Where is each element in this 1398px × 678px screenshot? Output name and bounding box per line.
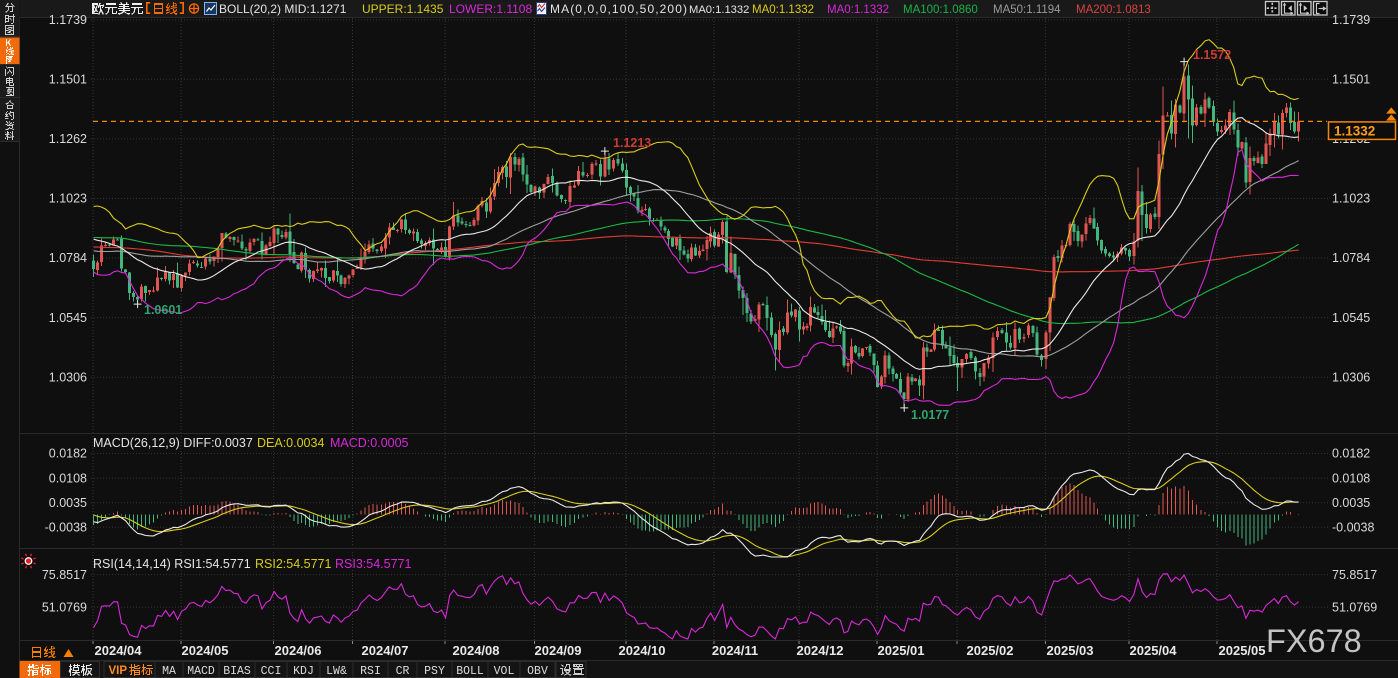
svg-text:2024/08: 2024/08 — [453, 643, 500, 658]
svg-text:51.0769: 51.0769 — [1332, 600, 1377, 614]
svg-text:MA0:1.1332: MA0:1.1332 — [827, 4, 889, 16]
svg-text:MA100:1.0860: MA100:1.0860 — [903, 4, 978, 16]
svg-text:1.1023: 1.1023 — [1332, 192, 1370, 206]
svg-text:DEA:0.0034: DEA:0.0034 — [257, 436, 324, 450]
svg-text:0.0108: 0.0108 — [1332, 471, 1370, 485]
svg-text:1.1501: 1.1501 — [49, 73, 87, 87]
svg-text:LOWER:1.1108: LOWER:1.1108 — [449, 2, 532, 16]
svg-text:1.1262: 1.1262 — [49, 132, 87, 146]
svg-text:-0.0038: -0.0038 — [45, 520, 87, 534]
svg-text:-0.0038: -0.0038 — [1332, 520, 1374, 534]
svg-text:2025/05: 2025/05 — [1219, 643, 1266, 658]
svg-text:MA0:1.1332: MA0:1.1332 — [752, 4, 814, 16]
svg-text:2024/12: 2024/12 — [797, 643, 844, 658]
svg-text:BOLL: BOLL — [456, 665, 484, 678]
svg-text:BOLL(20,2) MID:1.1271: BOLL(20,2) MID:1.1271 — [219, 2, 347, 16]
svg-text:0.0108: 0.0108 — [49, 471, 87, 485]
svg-text:2025/04: 2025/04 — [1130, 643, 1178, 658]
svg-text:1.0177: 1.0177 — [911, 408, 949, 422]
svg-text:1.1739: 1.1739 — [49, 13, 87, 27]
svg-text:MACD(26,12,9) DIFF:0.0037: MACD(26,12,9) DIFF:0.0037 — [93, 436, 253, 450]
svg-text:0.0182: 0.0182 — [1332, 447, 1370, 461]
svg-text:OBV: OBV — [527, 665, 548, 678]
svg-text:75.8517: 75.8517 — [42, 568, 87, 582]
svg-text:VOL: VOL — [494, 665, 515, 678]
svg-text:2025/03: 2025/03 — [1047, 643, 1094, 658]
svg-text:2025/01: 2025/01 — [878, 643, 925, 658]
svg-text:MACD: MACD — [187, 665, 215, 678]
svg-text:1.0545: 1.0545 — [1332, 311, 1370, 325]
svg-text:2024/09: 2024/09 — [535, 643, 582, 658]
svg-text:0.0035: 0.0035 — [1332, 496, 1370, 510]
svg-text:1.0784: 1.0784 — [49, 251, 87, 265]
svg-text:1.1332: 1.1332 — [1334, 123, 1375, 138]
svg-text:51.0769: 51.0769 — [42, 600, 87, 614]
svg-text:KDJ: KDJ — [293, 665, 314, 678]
svg-text:2024/11: 2024/11 — [712, 643, 758, 658]
svg-text:2024/05: 2024/05 — [182, 643, 229, 658]
svg-text:1.0545: 1.0545 — [49, 311, 87, 325]
svg-text:MA0:1.1332: MA0:1.1332 — [689, 4, 749, 16]
svg-text:1.1739: 1.1739 — [1332, 13, 1370, 27]
svg-text:1.1213: 1.1213 — [613, 136, 651, 150]
svg-text:LW&: LW& — [326, 665, 347, 678]
svg-text:RSI3:54.5771: RSI3:54.5771 — [335, 557, 411, 571]
svg-text:2024/07: 2024/07 — [362, 643, 409, 658]
svg-text:MA50:1.1194: MA50:1.1194 — [993, 4, 1061, 16]
svg-text:RSI(14,14,14) RSI1:54.5771: RSI(14,14,14) RSI1:54.5771 — [93, 557, 251, 571]
svg-text:CCI: CCI — [261, 665, 282, 678]
svg-text:MA(0,0,0,100,50,200): MA(0,0,0,100,50,200) — [550, 2, 688, 16]
svg-text:MA200:1.0813: MA200:1.0813 — [1076, 4, 1151, 16]
svg-text:1.1501: 1.1501 — [1332, 73, 1370, 87]
svg-text:2024/06: 2024/06 — [275, 643, 322, 658]
svg-text:UPPER:1.1435: UPPER:1.1435 — [362, 2, 444, 16]
svg-text:RSI2:54.5771: RSI2:54.5771 — [255, 557, 331, 571]
svg-text:MA: MA — [162, 665, 176, 678]
svg-text:1.0601: 1.0601 — [144, 303, 182, 317]
svg-text:BIAS: BIAS — [223, 665, 251, 678]
svg-text:1.1023: 1.1023 — [49, 192, 87, 206]
svg-text:2024/04: 2024/04 — [95, 643, 143, 658]
svg-text:75.8517: 75.8517 — [1332, 568, 1377, 582]
svg-text:1.0784: 1.0784 — [1332, 251, 1370, 265]
svg-text:VIP: VIP — [109, 665, 128, 677]
svg-text:MACD:0.0005: MACD:0.0005 — [330, 436, 409, 450]
svg-text:0.0182: 0.0182 — [49, 447, 87, 461]
svg-text:CR: CR — [396, 665, 410, 678]
svg-text:2025/02: 2025/02 — [967, 643, 1014, 658]
svg-text:1.0306: 1.0306 — [1332, 370, 1370, 384]
svg-text:0.0035: 0.0035 — [49, 496, 87, 510]
svg-text:1.0306: 1.0306 — [49, 370, 87, 384]
svg-text:2024/10: 2024/10 — [619, 643, 666, 658]
svg-text:RSI: RSI — [360, 665, 381, 678]
svg-text:1.1572: 1.1572 — [1193, 48, 1231, 62]
svg-text:PSY: PSY — [424, 665, 445, 678]
svg-text:FX678: FX678 — [1266, 623, 1362, 659]
